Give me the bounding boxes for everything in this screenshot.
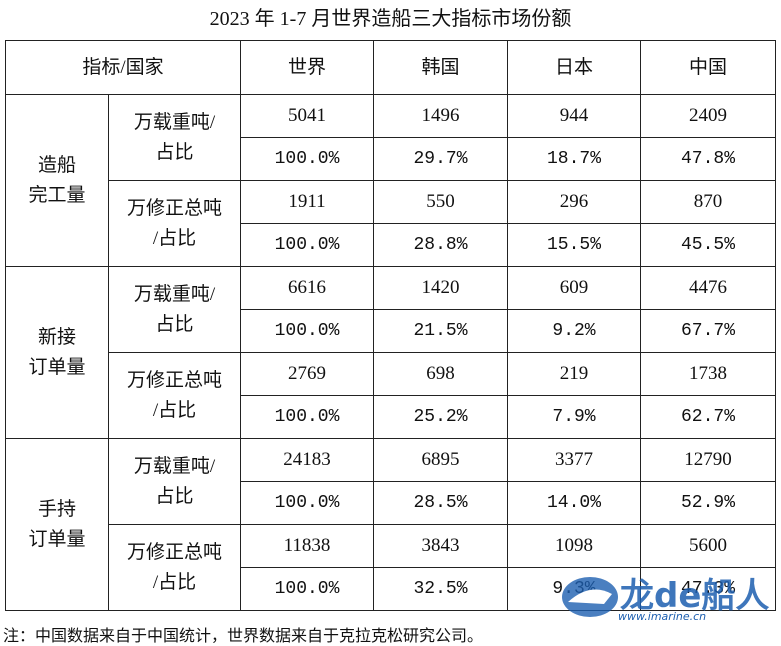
value-cell: 4476 (640, 266, 776, 310)
value-cell: 25.2% (373, 395, 508, 439)
title: 2023 年 1-7 月世界造船三大指标市场份额 (209, 8, 572, 30)
table-row: 100.0% 25.2% 7.9% 62.7% (6, 395, 776, 439)
value-cell: 9.2% (507, 309, 641, 353)
value-cell: 45.5% (640, 223, 776, 267)
value-cell: 609 (507, 266, 641, 310)
value-cell: 296 (507, 180, 641, 224)
value-cell: 62.7% (640, 395, 776, 439)
value-cell: 2769 (240, 352, 374, 396)
value-cell: 11838 (240, 524, 374, 568)
watermark-brand: 龙de船人 (620, 576, 770, 616)
value-cell: 12790 (640, 438, 776, 482)
table-row: 100.0% 28.5% 14.0% 52.9% (6, 481, 776, 525)
value-cell: 24183 (240, 438, 374, 482)
value-cell: 1420 (373, 266, 508, 310)
value-cell: 47.8% (640, 137, 776, 181)
value-cell: 28.8% (373, 223, 508, 267)
metric-label: 万修正总吨 /占比 (108, 524, 241, 611)
group-label: 造船 完工量 (5, 94, 109, 267)
value-cell: 698 (373, 352, 508, 396)
value-cell: 28.5% (373, 481, 508, 525)
group-label: 手持 订单量 (5, 438, 109, 611)
metric-label: 万修正总吨 /占比 (108, 180, 241, 267)
value-cell: 1911 (240, 180, 374, 224)
value-cell: 2409 (640, 94, 776, 138)
value-cell: 550 (373, 180, 508, 224)
value-cell: 100.0% (240, 309, 374, 353)
header-cell: 中国 (640, 40, 776, 95)
value-cell: 3377 (507, 438, 641, 482)
table-row: 造船 完工量 万载重吨/ 占比 5041 1496 944 2409 (5, 94, 776, 267)
table-row: 100.0% 29.7% 18.7% 47.8% (6, 137, 776, 181)
value-cell: 944 (507, 94, 641, 138)
footnote: 注：中国数据来自于中国统计，世界数据来自于克拉克松研究公司。 (3, 628, 484, 645)
header-cell: 指标/国家 (5, 40, 241, 95)
table-row: 万修正总吨 /占比 11838 3843 1098 5600 (6, 524, 776, 611)
value-cell: 5600 (640, 524, 776, 568)
watermark-url: www.imarine.cn (618, 610, 707, 623)
value-cell: 1738 (640, 352, 776, 396)
value-cell: 47.3% (640, 567, 776, 611)
table-row: 100.0% 21.5% 9.2% 67.7% (6, 309, 776, 353)
value-cell: 100.0% (240, 137, 374, 181)
value-cell: 29.7% (373, 137, 508, 181)
value-cell: 32.5% (373, 567, 508, 611)
metric-label: 万修正总吨 /占比 (108, 352, 241, 439)
metric-label: 万载重吨/ 占比 (108, 266, 241, 353)
group-label: 新接 订单量 (5, 266, 109, 439)
value-cell: 100.0% (240, 395, 374, 439)
table-row: 指标/国家 世界 韩国 日本 中国 (5, 40, 776, 95)
table-row: 万修正总吨 /占比 2769 698 219 1738 (6, 352, 776, 439)
value-cell: 5041 (240, 94, 374, 138)
table-row: 手持 订单量 万载重吨/ 占比 24183 6895 3377 12790 (5, 438, 776, 611)
table-row: 100.0% 28.8% 15.5% 45.5% (6, 223, 776, 267)
value-cell: 3843 (373, 524, 508, 568)
value-cell: 7.9% (507, 395, 641, 439)
table-row: 万修正总吨 /占比 1911 550 296 870 (6, 180, 776, 267)
value-cell: 100.0% (240, 223, 374, 267)
header-cell: 日本 (507, 40, 641, 95)
header-cell: 韩国 (373, 40, 508, 95)
value-cell: 870 (640, 180, 776, 224)
value-cell: 1496 (373, 94, 508, 138)
value-cell: 18.7% (507, 137, 641, 181)
value-cell: 15.5% (507, 223, 641, 267)
metric-label: 万载重吨/ 占比 (108, 438, 241, 525)
watermark-logo (562, 577, 618, 617)
value-cell: 21.5% (373, 309, 508, 353)
value-cell: 52.9% (640, 481, 776, 525)
value-cell: 219 (507, 352, 641, 396)
value-cell: 100.0% (240, 481, 374, 525)
value-cell: 1098 (507, 524, 641, 568)
metric-label: 万载重吨/ 占比 (108, 94, 241, 181)
value-cell: 14.0% (507, 481, 641, 525)
table-body: 指标/国家 世界 韩国 日本 中国 造船 完工量 万载重吨/ 占比 5041 1496 944 24… (5, 40, 776, 611)
watermark: 龙de船人 www.imarine.cn (560, 568, 775, 624)
value-cell: 6895 (373, 438, 508, 482)
value-cell: 67.7% (640, 309, 776, 353)
value-cell: 100.0% (240, 567, 374, 611)
table-row: 新接 订单量 万载重吨/ 占比 6616 1420 609 4476 (5, 266, 776, 439)
header-cell: 世界 (240, 40, 374, 95)
data-table: 指标/国家 世界 韩国 日本 中国 造船 完工量 万载重吨/ 占比 5041 1496 944 24… (5, 40, 776, 611)
value-cell: 6616 (240, 266, 374, 310)
